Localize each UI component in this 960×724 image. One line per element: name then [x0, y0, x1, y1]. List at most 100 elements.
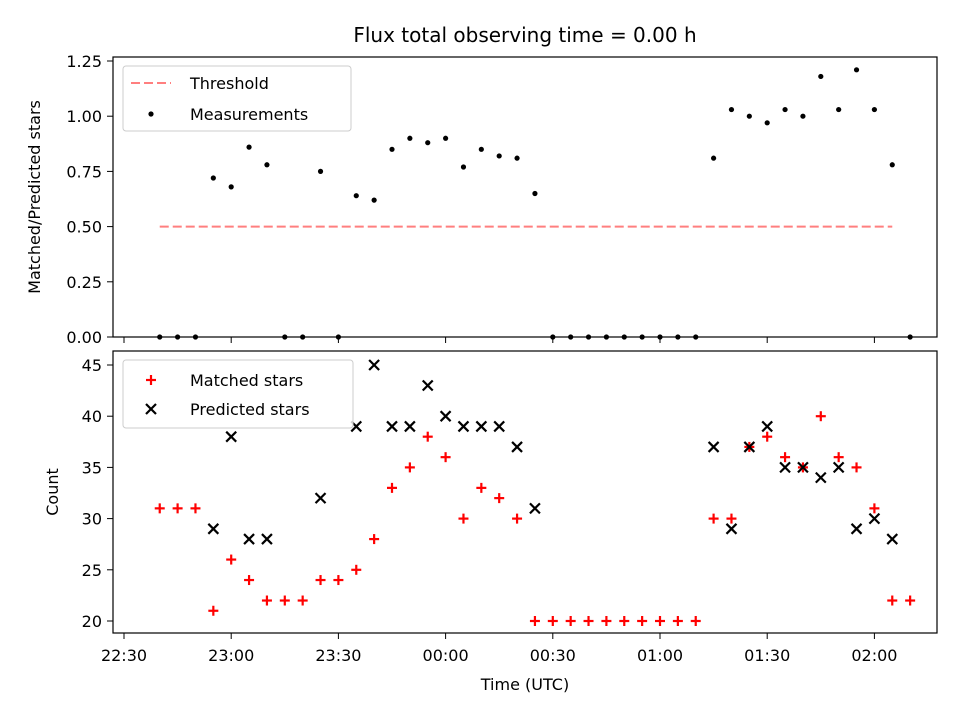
predicted-star-point: [743, 441, 756, 453]
measurement-point: [264, 162, 270, 168]
measurement-point: [192, 334, 199, 340]
x-tick-label: 23:00: [208, 646, 254, 665]
predicted-star-point: [421, 379, 434, 392]
bottom-panel: 20 25 30 35 40 45 22:30 23:00 23:30 00:00 00:30 01…: [43, 350, 938, 694]
legend-measurements-swatch: [148, 111, 154, 117]
measurement-point: [621, 334, 627, 340]
measurement-point: [907, 334, 913, 340]
predicted-star-point: [868, 512, 881, 525]
bottom-legend: Matched stars Predicted stars: [122, 359, 354, 429]
measurement-point: [389, 146, 395, 152]
measurement-point: [157, 334, 163, 340]
measurement-point: [657, 334, 663, 340]
measurement-point: [711, 155, 717, 161]
top-legend: Threshold Measurements: [122, 65, 352, 132]
matched-star-point: [655, 616, 665, 626]
legend-predicted-label: Predicted stars: [190, 400, 310, 419]
top-x-ticks: [123, 337, 875, 343]
matched-star-point: [619, 616, 630, 626]
measurement-point: [300, 334, 306, 340]
x-tick-label: 22:30: [101, 646, 147, 665]
measurement-point: [568, 334, 574, 340]
matched-star-point: [905, 595, 916, 606]
predicted-star-point: [511, 441, 523, 453]
bottom-y-tick-label: 35: [82, 458, 102, 477]
measurement-point: [175, 334, 181, 340]
measurement-point: [889, 162, 895, 168]
matched-star-point: [869, 503, 880, 514]
measurement-point: [550, 334, 556, 340]
matched-star-point: [208, 605, 219, 616]
bottom-plot-frame: [112, 350, 938, 634]
top-y-tick-label: 0.75: [66, 162, 102, 181]
measurement-point: [764, 120, 770, 126]
measurement-point: [228, 184, 234, 190]
predicted-star-point: [832, 461, 845, 474]
matched-star-point: [529, 616, 540, 626]
matched-star-point: [672, 616, 683, 626]
matched-star-point: [154, 503, 165, 514]
predicted-star-point: [261, 533, 273, 545]
x-tick-label: 23:30: [315, 646, 361, 665]
matched-star-point: [708, 513, 719, 524]
measurement-point: [282, 334, 288, 340]
legend-threshold-label: Threshold: [189, 74, 269, 93]
matched-star-point: [440, 452, 451, 463]
predicted-star-point: [404, 420, 416, 433]
measurement-point: [496, 153, 502, 159]
top-y-ticks: 0.00 0.25 0.50 0.75 1.00 1.25: [66, 52, 113, 347]
matched-star-point: [226, 554, 237, 565]
bottom-y-tick-label: 20: [82, 612, 102, 631]
top-panel: 0.00 0.25 0.50 0.75 1.00 1.25 Matched/Predict…: [25, 52, 938, 347]
bottom-x-ticks: 22:30 23:00 23:30 00:00 00:30 01:00 01:30 02:00: [101, 633, 897, 665]
predicted-star-point: [707, 441, 720, 453]
predicted-star-point: [386, 420, 398, 433]
matched-star-point: [315, 575, 326, 586]
predicted-star-point: [815, 471, 827, 484]
x-tick-label: 00:00: [423, 646, 469, 665]
top-y-axis-label: Matched/Predicted stars: [25, 100, 44, 294]
matched-star-point: [637, 616, 648, 626]
matched-star-point: [387, 482, 397, 493]
matched-star-point: [762, 431, 773, 442]
predicted-star-point: [225, 430, 237, 443]
x-tick-label: 01:30: [744, 646, 790, 665]
measurement-point: [514, 155, 520, 161]
chart-title: Flux total observing time = 0.00 h: [353, 23, 696, 47]
predicted-star-point: [314, 492, 327, 504]
matched-star-point: [780, 452, 791, 463]
measurement-point: [836, 106, 842, 113]
matched-star-point: [601, 616, 612, 626]
top-y-tick-label: 0.00: [66, 328, 102, 347]
measurement-point: [353, 193, 359, 199]
matched-star-point: [512, 513, 523, 524]
predicted-star-point: [886, 533, 899, 545]
matched-star-point: [172, 503, 183, 514]
predicted-star-point: [779, 461, 791, 474]
measurement-point: [871, 106, 878, 113]
measurement-point: [317, 168, 324, 174]
measurement-point: [478, 146, 484, 152]
legend-measurements-label: Measurements: [190, 105, 308, 124]
predicted-star-point: [207, 523, 220, 535]
matched-star-points: [154, 411, 916, 626]
top-y-tick-label: 1.00: [66, 107, 102, 126]
measurement-point: [407, 135, 413, 141]
measurement-point: [675, 334, 681, 340]
measurement-point: [853, 67, 860, 73]
matched-star-point: [422, 431, 433, 442]
measurement-point: [585, 334, 592, 340]
predicted-star-point: [457, 420, 470, 433]
measurement-point: [246, 144, 252, 150]
predicted-star-point: [761, 420, 773, 433]
matched-star-point: [583, 616, 594, 626]
measurement-point: [728, 106, 735, 113]
x-tick-label: 01:00: [637, 646, 683, 665]
matched-star-point: [851, 462, 862, 473]
legend-matched-swatch: [146, 375, 156, 385]
matched-star-point: [261, 595, 272, 606]
bottom-y-axis-label: Count: [43, 468, 62, 516]
bottom-legend-box: [122, 359, 354, 429]
matched-star-point: [494, 493, 505, 504]
bottom-y-tick-label: 25: [82, 561, 102, 580]
